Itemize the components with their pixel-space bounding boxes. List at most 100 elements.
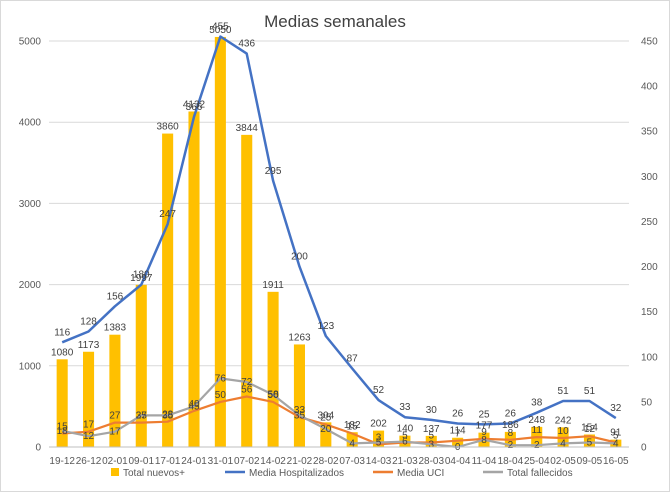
line-data-label: 50: [268, 390, 280, 401]
y2-axis-tick-label: 400: [641, 82, 658, 93]
bar-data-label: 1080: [51, 347, 74, 358]
line-data-label: 366: [186, 102, 203, 113]
y-axis-tick-label: 0: [35, 443, 41, 454]
bar-data-label: 182: [344, 420, 361, 431]
bar-data-label: 1911: [262, 280, 284, 291]
bar-data-label: 1173: [78, 340, 100, 351]
legend-label: Media UCI: [397, 468, 444, 479]
line-data-label: 25: [478, 409, 490, 420]
line-data-label: 87: [347, 354, 359, 365]
line-data-label: 10: [558, 426, 570, 437]
line-data-label: 6: [402, 437, 408, 448]
bar-data-label: 3860: [157, 122, 180, 133]
legend-swatch: [111, 468, 119, 476]
bar-data-label: 137: [423, 424, 440, 435]
line-data-label: 12: [584, 424, 596, 435]
chart-title: Medias semanales: [264, 12, 406, 31]
x-axis-tick-label: 14-02: [260, 456, 286, 467]
bar: [56, 359, 68, 447]
line-data-label: 26: [452, 409, 464, 420]
bar-data-label: 242: [555, 415, 572, 426]
line-data-label: 5: [376, 437, 382, 448]
bar-data-label: 248: [528, 415, 545, 426]
bar: [373, 430, 385, 447]
line-data-label: 5: [587, 437, 593, 448]
line-data-label: 18: [57, 426, 69, 437]
line-data-label: 28: [162, 410, 174, 421]
line-data-label: 25: [320, 412, 332, 423]
x-axis-tick-label: 28-03: [418, 456, 444, 467]
line-data-label: 35: [162, 410, 174, 421]
y2-axis-tick-label: 350: [641, 127, 658, 138]
x-axis-tick-label: 26-12: [76, 456, 102, 467]
bar-data-label: 154: [581, 422, 598, 433]
y-axis-tick-label: 1000: [19, 361, 42, 372]
bar-data-label: 1263: [288, 332, 311, 343]
legend-label: Total nuevos+: [123, 468, 185, 479]
bar-data-label: 1997: [130, 273, 153, 284]
line-data-label: 17: [83, 420, 95, 431]
line-data-label: 8: [481, 435, 487, 446]
bar-data-label: 186: [502, 420, 519, 431]
y2-axis-tick-label: 100: [641, 352, 658, 363]
line-data-label: 72: [241, 377, 253, 388]
bar: [162, 133, 174, 447]
x-axis-tick-label: 07-03: [339, 456, 365, 467]
line-data-label: 35: [294, 410, 306, 421]
line-data-label: 200: [291, 252, 308, 263]
line-data-label: 5: [613, 430, 619, 441]
bar: [610, 439, 622, 447]
line-data-label: 455: [212, 21, 229, 32]
y2-axis-tick-label: 250: [641, 217, 658, 228]
data-labels: 1080117313831997386041325050384419111263…: [51, 21, 622, 453]
line-data-label: 3: [428, 439, 434, 450]
line-data-label: 26: [505, 409, 517, 420]
x-axis-tick-label: 02-05: [550, 456, 576, 467]
y-axis-tick-label: 4000: [19, 118, 42, 129]
bar: [452, 437, 464, 447]
bar: [583, 434, 595, 447]
legend-label: Media Hospitalizados: [249, 468, 344, 479]
x-axis-tick-label: 04-04: [445, 456, 471, 467]
line-data-label: 156: [107, 291, 124, 302]
line-data-label: 123: [317, 321, 334, 332]
line-data-label: 7: [455, 429, 461, 440]
y2-axis-tick-label: 0: [641, 443, 647, 454]
bar-series: [56, 36, 622, 448]
x-axis-tick-label: 28-02: [313, 456, 339, 467]
x-axis-tick-label: 18-04: [498, 456, 524, 467]
bar-data-label: 304: [317, 410, 334, 421]
bar-data-label: 4132: [183, 99, 206, 110]
line-data-label: 17: [109, 427, 121, 438]
bar-data-label: 177: [476, 421, 493, 432]
x-axis-tick-label: 19-12: [49, 456, 75, 467]
bar: [293, 344, 305, 447]
x-axis-tick-label: 25-04: [524, 456, 550, 467]
line-data-label: 56: [241, 384, 253, 395]
line-data-label: 4: [560, 438, 566, 449]
line-data-label: 50: [215, 390, 227, 401]
line-data-label: 30: [426, 405, 438, 416]
bar: [83, 351, 95, 447]
x-axis-tick-label: 16-05: [603, 456, 629, 467]
x-axis-tick-label: 21-03: [392, 456, 418, 467]
line-data-label: 11: [532, 425, 543, 436]
bar: [320, 422, 332, 447]
line-data-label: 40: [188, 399, 200, 410]
line-data-label: 3: [376, 432, 382, 443]
legend: Total nuevos+ Media Hospitalizados Media U…: [111, 468, 573, 479]
y2-axis-tick-label: 200: [641, 262, 658, 273]
line-data-label: 2: [534, 440, 540, 451]
x-axis-tick-label: 24-01: [181, 456, 207, 467]
y-axis-tick-label: 3000: [19, 199, 42, 210]
line-data-label: 180: [133, 270, 150, 281]
y2-axis-tick-label: 300: [641, 172, 658, 183]
y2-axis-tick-label: 450: [641, 37, 658, 48]
line-data-label: 15: [347, 421, 359, 432]
line-data-label: 20: [320, 424, 332, 435]
bar: [188, 111, 200, 447]
line-data-label: 35: [136, 410, 148, 421]
series-line: [61, 377, 616, 449]
line-data-label: 436: [238, 39, 255, 50]
